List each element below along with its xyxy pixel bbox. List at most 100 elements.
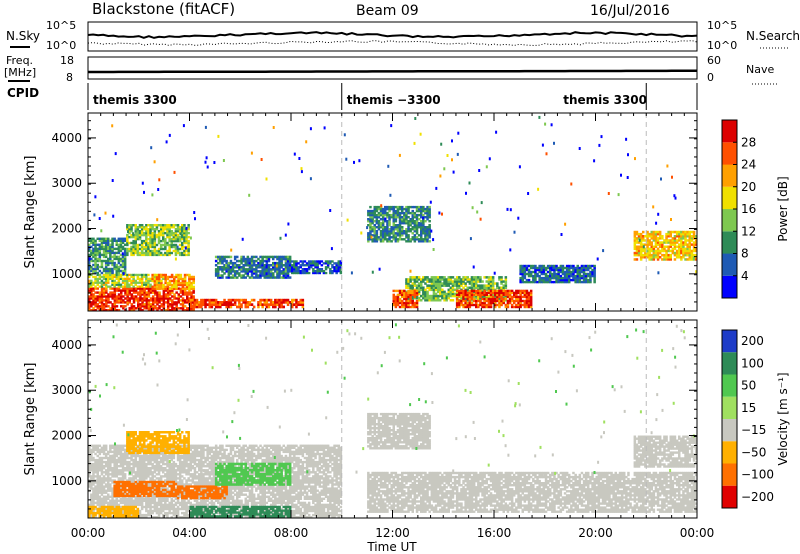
heatmap-cell — [210, 303, 214, 306]
heatmap-cell — [259, 276, 262, 279]
heatmap-cell — [170, 233, 173, 237]
heatmap-cell — [470, 276, 474, 279]
heatmap-cell — [107, 251, 110, 255]
heatmap-cell — [238, 268, 241, 271]
heatmap-cell — [521, 289, 524, 293]
heatmap-cell — [468, 301, 472, 305]
heatmap-cell — [100, 297, 104, 300]
heatmap-cell — [160, 299, 163, 302]
heatmap-cell — [141, 293, 144, 296]
heatmap-cell — [141, 299, 144, 302]
heatmap-cell — [123, 279, 127, 282]
heatmap-cell — [170, 230, 173, 233]
heatmap-cell — [151, 243, 154, 247]
heatmap-cell — [90, 241, 93, 244]
heatmap-cell — [401, 226, 404, 229]
heatmap-cell — [109, 499, 112, 502]
heatmap-cell — [151, 245, 154, 249]
heatmap-cell — [424, 276, 427, 279]
heatmap-cell — [297, 270, 300, 273]
heatmap-cell — [107, 295, 110, 298]
heatmap-cell — [102, 277, 106, 280]
heatmap-cell — [130, 249, 133, 253]
heatmap-speck — [642, 245, 645, 249]
heatmap-cell — [261, 257, 264, 261]
heatmap-cell — [154, 305, 157, 308]
heatmap-cell — [333, 262, 336, 265]
heatmap-speck — [666, 164, 669, 168]
heatmap-cell — [100, 261, 104, 265]
heatmap-speck — [440, 142, 443, 146]
heatmap-cell — [477, 291, 480, 295]
heatmap-speck — [350, 271, 353, 275]
heatmap-cell — [189, 301, 192, 304]
heatmap-cell — [432, 286, 436, 289]
heatmap-cell — [272, 255, 275, 259]
heatmap-cell — [124, 301, 127, 304]
heatmap-cell — [280, 276, 283, 279]
heatmap-cell — [111, 249, 114, 253]
heatmap-cell — [128, 224, 131, 227]
heatmap-speck — [600, 135, 603, 139]
heatmap-cell — [231, 261, 235, 265]
heatmap-cell — [252, 298, 256, 302]
heatmap-cell — [195, 305, 199, 309]
heatmap-cell — [126, 253, 129, 257]
heatmap-cell — [153, 281, 157, 285]
heatmap-cell — [252, 261, 256, 265]
heatmap-cell — [337, 264, 340, 267]
heatmap-cell — [123, 257, 127, 261]
heatmap-cell — [117, 249, 121, 253]
heatmap-cell — [175, 303, 178, 306]
heatmap-cell — [174, 231, 178, 235]
heatmap-cell — [475, 278, 478, 281]
heatmap-cell — [119, 263, 123, 267]
heatmap-speck — [112, 214, 115, 218]
heatmap-cell — [299, 266, 302, 269]
heatmap-cell — [153, 230, 157, 233]
heatmap-cell — [104, 239, 108, 242]
heatmap-cell — [483, 293, 486, 297]
heatmap-speck — [287, 222, 290, 226]
heatmap-cell — [301, 301, 305, 304]
heatmap-cell — [88, 253, 91, 257]
heatmap-cell — [143, 291, 146, 294]
heatmap-cell — [426, 280, 429, 283]
heatmap-cell — [587, 278, 590, 282]
heatmap-cell — [128, 287, 131, 290]
heatmap-cell — [445, 282, 448, 285]
heatmap-cell — [115, 241, 118, 244]
heatmap-cell — [117, 279, 121, 282]
heatmap-speck — [457, 131, 460, 135]
heatmap-cell — [162, 273, 165, 277]
heatmap-cell — [428, 224, 431, 227]
heatmap-cell — [297, 262, 300, 265]
heatmap-cell — [449, 299, 453, 302]
heatmap-cell — [470, 299, 474, 302]
heatmap-cell — [123, 269, 127, 273]
heatmap-cell — [123, 253, 127, 257]
heatmap-cell — [145, 295, 149, 298]
heatmap-cell — [225, 276, 228, 279]
heatmap-cell — [177, 275, 180, 279]
heatmap-cell — [100, 241, 104, 244]
freq-unit: [MHz] — [4, 66, 36, 79]
heatmap-cell — [185, 239, 188, 243]
heatmap-cell — [244, 268, 247, 271]
heatmap-cell — [160, 275, 163, 279]
heatmap-cell — [164, 237, 167, 241]
heatmap-cell — [295, 266, 298, 269]
heatmap-cell — [117, 275, 121, 279]
heatmap-cell — [134, 307, 138, 310]
heatmap-speck — [509, 208, 512, 212]
heatmap-cell — [261, 266, 264, 269]
heatmap-cell — [462, 291, 465, 295]
heatmap-cell — [464, 299, 467, 303]
heatmap-cell — [337, 262, 340, 265]
heatmap-cell — [409, 278, 412, 281]
heatmap-cell — [134, 224, 137, 227]
heatmap-cell — [515, 299, 518, 303]
heatmap-cell — [339, 260, 343, 263]
heatmap-cell — [107, 243, 110, 246]
heatmap-cell — [168, 235, 171, 239]
